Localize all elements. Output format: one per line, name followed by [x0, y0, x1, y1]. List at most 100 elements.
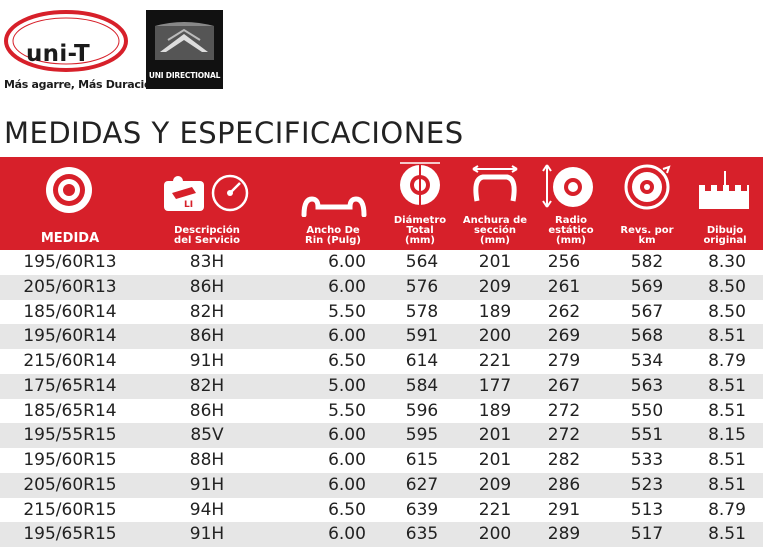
header-label-medida: MEDIDA [40, 231, 100, 246]
table-row: 185/60R14 82H 5.50 578 189 262 567 8.50 [0, 300, 763, 325]
cell-radio: 267 [547, 375, 581, 396]
cell-anchura: 221 [478, 499, 512, 520]
cell-dibujo: 8.79 [708, 351, 746, 371]
cell-anchura: 201 [478, 252, 512, 272]
cell-ancho-rin: 6.00 [328, 326, 366, 347]
cell-medida: 185/60R14 [23, 301, 117, 322]
cell-medida: 195/60R14 [23, 326, 117, 347]
cell-revs: 513 [630, 499, 664, 520]
cell-revs: 551 [630, 425, 664, 446]
uni-directional-badge: UNI DIRECTIONAL [146, 10, 223, 89]
cell-diametro: 584 [405, 375, 439, 396]
brand-area: uni-T Más agarre, Más Duración. UNI DIRE… [0, 0, 763, 150]
header-ancho-rin: Ancho De Rin (Pulg) [274, 157, 392, 250]
cell-dibujo: 8.30 [708, 252, 746, 272]
header-dibujo: Dibujo original [687, 157, 763, 250]
cell-radio: 272 [547, 425, 581, 446]
cell-diametro: 615 [405, 450, 439, 470]
cell-revs: 550 [630, 400, 664, 421]
table-row: 215/60R14 91H 6.50 614 221 279 534 8.79 [0, 349, 763, 374]
cell-radio: 261 [547, 276, 581, 297]
cell-medida: 205/60R15 [23, 474, 117, 495]
cell-revs: 517 [630, 524, 664, 545]
cell-radio: 262 [547, 301, 581, 322]
cell-servicio: 86H [189, 326, 225, 347]
table-row: 195/60R13 83H 6.00 564 201 256 582 8.30 [0, 250, 763, 275]
cell-anchura: 189 [478, 400, 512, 421]
cell-diametro: 627 [405, 474, 439, 495]
svg-text:LI: LI [184, 200, 193, 210]
cell-diametro: 614 [405, 351, 439, 371]
cell-medida: 195/60R13 [23, 252, 117, 272]
cell-ancho-rin: 5.50 [328, 400, 366, 421]
cell-dibujo: 8.51 [708, 524, 746, 545]
cell-servicio: 91H [189, 524, 225, 545]
cell-anchura: 200 [478, 524, 512, 545]
cell-servicio: 85V [190, 425, 224, 446]
cell-revs: 523 [630, 474, 664, 495]
header-diametro: Diámetro Total (mm) [388, 157, 452, 250]
cell-dibujo: 8.50 [708, 276, 746, 297]
table-header: MEDIDA LI Descripción del Servicio Ancho… [0, 157, 763, 250]
tread-pattern-icon [155, 22, 214, 60]
tread-depth-icon [699, 171, 749, 209]
cell-ancho-rin: 6.00 [328, 425, 366, 446]
cell-dibujo: 8.15 [708, 425, 746, 446]
header-descripcion: LI Descripción del Servicio [140, 157, 274, 250]
section-width-icon [472, 165, 518, 202]
cell-radio: 269 [547, 326, 581, 347]
table-row: 175/65R14 82H 5.00 584 177 267 563 8.51 [0, 373, 763, 399]
cell-ancho-rin: 5.00 [328, 375, 366, 396]
cell-anchura: 209 [478, 276, 512, 297]
table-row: 215/60R15 94H 6.50 639 221 291 513 8.79 [0, 498, 763, 523]
cell-revs: 563 [630, 375, 664, 396]
cell-servicio: 94H [189, 499, 225, 520]
cell-revs: 533 [630, 450, 664, 470]
cell-medida: 215/60R15 [23, 499, 117, 520]
cell-diametro: 576 [405, 276, 439, 297]
cell-anchura: 189 [478, 301, 512, 322]
header-label-revs: Revs. por km [620, 225, 674, 246]
cell-anchura: 201 [478, 450, 512, 470]
cell-diametro: 596 [405, 400, 439, 421]
badge-label: UNI DIRECTIONAL [148, 71, 221, 80]
tire-diameter-icon [400, 162, 440, 209]
cell-anchura: 201 [478, 425, 512, 446]
cell-servicio: 83H [189, 252, 225, 272]
table-row: 195/55R15 85V 6.00 595 201 272 551 8.15 [0, 423, 763, 448]
cell-anchura: 200 [478, 326, 512, 347]
cell-diametro: 639 [405, 499, 439, 520]
cell-diametro: 564 [405, 252, 439, 272]
rim-icon [301, 196, 367, 217]
cell-ancho-rin: 5.50 [328, 301, 366, 322]
cell-revs: 567 [630, 301, 664, 322]
table-row: 195/60R14 86H 6.00 591 200 269 568 8.51 [0, 324, 763, 349]
table-row: 205/60R13 86H 6.00 576 209 261 569 8.50 [0, 274, 763, 300]
cell-radio: 256 [547, 252, 581, 272]
header-radio: Radio estático (mm) [535, 157, 607, 250]
cell-radio: 279 [547, 351, 581, 371]
cell-radio: 289 [547, 524, 581, 545]
cell-medida: 195/55R15 [23, 425, 117, 446]
cell-servicio: 82H [189, 301, 225, 322]
table-row: 185/65R14 86H 5.50 596 189 272 550 8.51 [0, 399, 763, 424]
cell-servicio: 91H [189, 474, 225, 495]
cell-medida: 205/60R13 [23, 276, 117, 297]
cell-diametro: 595 [405, 425, 439, 446]
cell-ancho-rin: 6.50 [328, 351, 366, 371]
cell-dibujo: 8.79 [708, 499, 746, 520]
spec-table: 195/60R13 83H 6.00 564 201 256 582 8.30 … [0, 250, 763, 547]
header-label-anchura: Anchura de sección (mm) [462, 215, 528, 246]
header-label-ancho-rin: Ancho De Rin (Pulg) [305, 225, 361, 246]
cell-ancho-rin: 6.00 [328, 252, 366, 272]
cell-ancho-rin: 6.00 [328, 276, 366, 297]
cell-dibujo: 8.51 [708, 400, 746, 421]
cell-medida: 195/65R15 [23, 524, 117, 545]
cell-revs: 534 [630, 351, 664, 371]
table-row: 205/60R15 91H 6.00 627 209 286 523 8.51 [0, 472, 763, 498]
header-anchura: Anchura de sección (mm) [455, 157, 535, 250]
cell-radio: 286 [547, 474, 581, 495]
cell-dibujo: 8.51 [708, 474, 746, 495]
cell-dibujo: 8.51 [708, 375, 746, 396]
cell-servicio: 82H [189, 375, 225, 396]
